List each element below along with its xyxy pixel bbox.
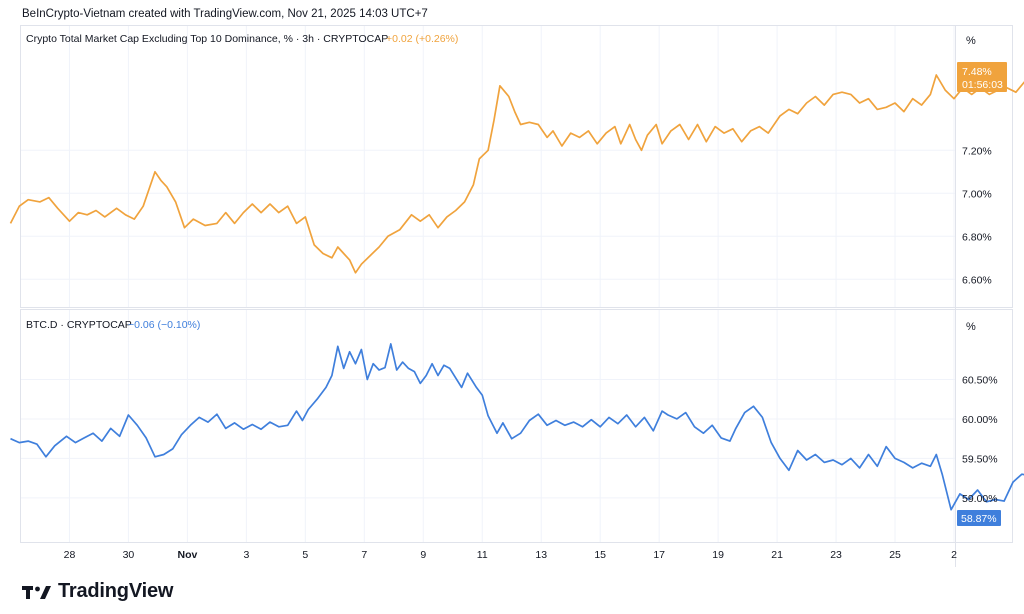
top-pane-grid [21,26,955,307]
top-legend-title: Crypto Total Market Cap Excluding Top 10… [26,33,388,45]
top-price-badge-countdown: 01:56:03 [962,79,1003,91]
bottom-unit-label: % [966,321,976,333]
bottom-price-badge: 58.87% [957,510,1001,526]
x-tick-label: 15 [594,549,606,561]
top-price-scale[interactable]: 7.20% 7.00% 6.80% 6.60% [962,145,992,286]
top-pane-frame [20,25,1013,308]
top-price-badge-value: 7.48% [962,66,992,78]
x-tick-label: 5 [302,549,308,561]
x-tick-label: 9 [420,549,426,561]
tradingview-wordmark: TradingView [58,580,174,602]
x-tick-label: 3 [243,549,249,561]
x-tick-label: 23 [830,549,842,561]
bottom-legend-change: −0.06 (−0.10%) [128,319,200,331]
top-unit-label: % [966,35,976,47]
x-tick-label: 17 [653,549,665,561]
tradingview-logo[interactable]: TradingView [22,580,173,603]
x-tick-label: 7 [361,549,367,561]
top-y-tick-label: 7.00% [962,188,992,200]
bottom-pane-frame [20,309,1013,543]
bottom-price-badge-value: 58.87% [961,513,997,525]
x-tick-label: 13 [535,549,547,561]
top-y-tick-label: 7.20% [962,145,992,157]
bottom-price-scale[interactable]: 60.50% 60.00% 59.50% 59.00% [962,374,998,504]
bottom-y-tick-label: 59.50% [962,453,998,465]
series-line-others-dominance[interactable] [9,74,1024,274]
series-line-btc-dominance[interactable] [10,343,1024,512]
top-y-tick-label: 6.80% [962,231,992,243]
top-y-tick-label: 6.60% [962,274,992,286]
x-tick-label: 2 [951,549,957,561]
chart-attribution: BeInCrypto-Vietnam created with TradingV… [22,8,428,20]
bottom-pane-grid [21,310,955,542]
x-tick-label: 11 [477,549,488,561]
bottom-y-tick-label: 59.00% [962,493,998,505]
x-tick-label: 19 [712,549,724,561]
top-price-badge: 7.48% 01:56:03 [957,62,1007,92]
bottom-y-tick-label: 60.00% [962,414,998,426]
bottom-y-tick-label: 60.50% [962,374,998,386]
tradingview-logo-icon [22,585,51,599]
x-tick-label: 21 [771,549,783,561]
bottom-price-badge-bg [957,510,1001,526]
time-axis[interactable]: 28 30 Nov 3 5 7 9 11 13 15 17 19 21 23 25 2 [64,549,957,561]
bottom-legend-title: BTC.D · CRYPTOCAP [26,319,132,331]
top-legend-change: +0.02 (+0.26%) [386,33,458,45]
x-tick-label: 30 [123,549,135,561]
x-tick-label: 28 [64,549,76,561]
x-tick-label: 25 [889,549,901,561]
x-tick-label: Nov [177,549,197,561]
top-price-badge-bg [957,62,1007,92]
